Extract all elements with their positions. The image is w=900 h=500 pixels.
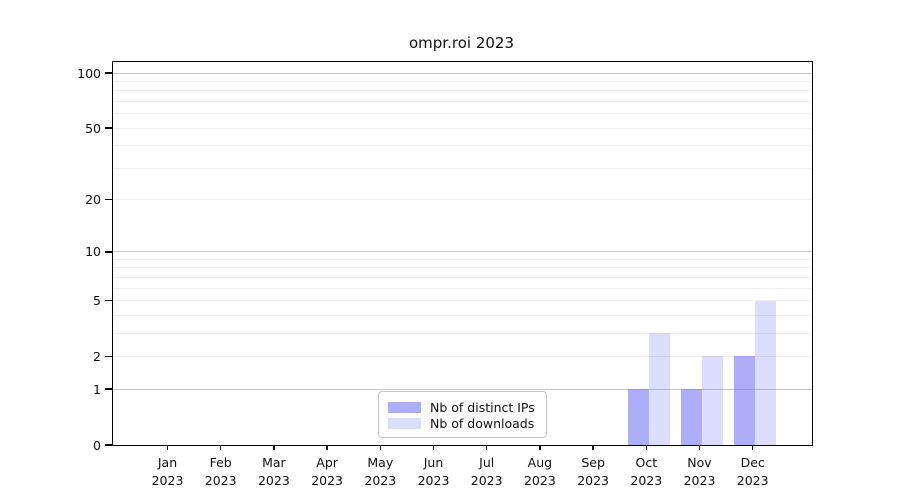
x-tick-label: Apr 2023 [311, 455, 343, 488]
gridline-minor [113, 332, 812, 334]
x-tick-label: Dec 2023 [736, 455, 769, 488]
x-tick-label: Mar 2023 [257, 455, 290, 488]
y-tick-mark [105, 299, 112, 302]
x-tick-label: Feb 2023 [204, 455, 237, 488]
gridline-major [113, 388, 812, 390]
gridline-minor [113, 267, 812, 269]
y-tick-mark [105, 127, 112, 129]
gridline-minor [113, 287, 812, 289]
gridline-minor [113, 199, 812, 201]
y-tick-label: 1 [93, 381, 101, 397]
x-tick-mark [539, 445, 541, 450]
legend-label: Nb of distinct IPs [430, 399, 535, 415]
gridline-minor [113, 355, 812, 357]
x-tick-label: May 2023 [364, 455, 397, 488]
bar-downloads [648, 333, 670, 445]
y-tick-label: 0 [93, 437, 101, 453]
gridline-minor [113, 258, 812, 260]
legend-row: Nb of downloads [387, 415, 538, 431]
bar-distinct-ips [734, 356, 756, 445]
bar-distinct-ips [681, 389, 702, 445]
x-tick-mark [219, 445, 222, 450]
x-tick-label: Aug 2023 [523, 455, 556, 488]
gridline-minor [113, 167, 812, 169]
gridline-minor [113, 101, 812, 103]
x-tick-mark [379, 445, 382, 450]
x-tick-label: Nov 2023 [683, 455, 716, 488]
bar-distinct-ips [627, 389, 649, 445]
bar-downloads [702, 356, 723, 445]
y-tick-mark [105, 72, 112, 74]
x-tick-mark [645, 445, 648, 450]
gridline-minor [113, 314, 812, 316]
x-tick-label: Jul 2023 [470, 455, 503, 488]
chart-title: ompr.roi 2023 [409, 34, 514, 52]
x-tick-mark [485, 445, 488, 450]
x-tick-mark [698, 445, 701, 450]
x-tick-mark [432, 445, 435, 450]
legend-swatch [388, 401, 421, 413]
x-tick-mark [592, 445, 594, 450]
x-tick-mark [326, 445, 328, 450]
gridline-minor [113, 276, 812, 278]
x-tick-mark [166, 445, 169, 450]
legend-label: Nb of downloads [430, 415, 535, 431]
bar-downloads [755, 300, 777, 445]
y-tick-label: 10 [85, 244, 101, 260]
gridline-minor [113, 300, 812, 302]
x-tick-mark [751, 445, 754, 450]
x-tick-mark [273, 445, 275, 450]
y-tick-mark [105, 198, 112, 201]
y-tick-mark [105, 251, 112, 253]
y-tick-label: 100 [77, 65, 101, 81]
plot-area: 0 1 2 5 10 20 50 100 Jan 2023 Feb 2023 Mar 2023 Apr… [77, 61, 813, 488]
x-tick-label: Jun 2023 [417, 455, 450, 488]
y-tick-mark [105, 444, 112, 446]
y-tick-label: 2 [93, 348, 101, 364]
legend-row: Nb of distinct IPs [387, 399, 538, 415]
y-tick-label: 50 [85, 120, 101, 136]
legend: Nb of distinct IPs Nb of downloads [378, 391, 547, 438]
legend-swatch [388, 417, 421, 429]
gridline-minor [113, 90, 812, 92]
x-tick-label: Jan 2023 [151, 455, 184, 488]
x-tick-label: Oct 2023 [630, 455, 663, 488]
gridline-minor [113, 127, 812, 129]
gridline-minor [113, 145, 812, 147]
gridline-major [113, 72, 812, 74]
gridline-minor [113, 81, 812, 83]
gridline-major [113, 251, 812, 253]
gridline-minor [113, 113, 812, 115]
y-tick-label: 5 [93, 293, 101, 309]
y-tick-label: 20 [85, 192, 101, 208]
y-tick-mark [105, 355, 112, 358]
x-tick-label: Sep 2023 [577, 455, 609, 488]
y-tick-mark [105, 388, 112, 390]
